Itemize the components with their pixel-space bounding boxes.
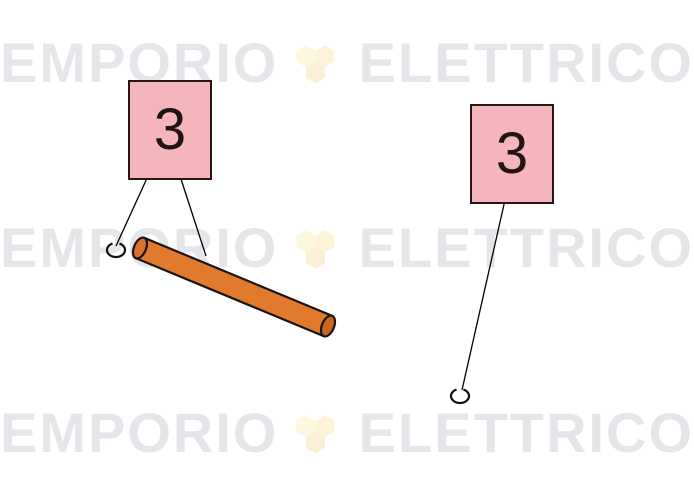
leader-lines: [116, 176, 505, 390]
callout-box-3-left: 3: [128, 80, 212, 180]
part-ring-right: [451, 390, 469, 403]
callout-number: 3: [154, 101, 186, 159]
callout-box-3-right: 3: [470, 104, 554, 204]
part-shaft: [130, 236, 338, 339]
callout-number: 3: [496, 125, 528, 183]
diagram-svg: [0, 0, 694, 500]
